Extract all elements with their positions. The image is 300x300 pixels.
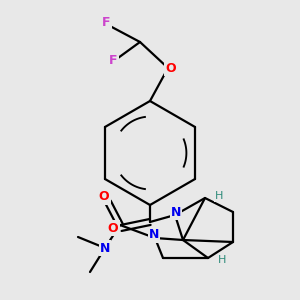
Text: F: F [109, 53, 117, 67]
Text: O: O [99, 190, 109, 203]
Text: N: N [171, 206, 181, 218]
Text: N: N [100, 242, 110, 254]
Text: H: H [218, 255, 226, 265]
Text: N: N [149, 229, 159, 242]
Text: O: O [108, 221, 118, 235]
Text: F: F [102, 16, 110, 29]
Text: O: O [166, 61, 176, 74]
Text: H: H [215, 191, 223, 201]
